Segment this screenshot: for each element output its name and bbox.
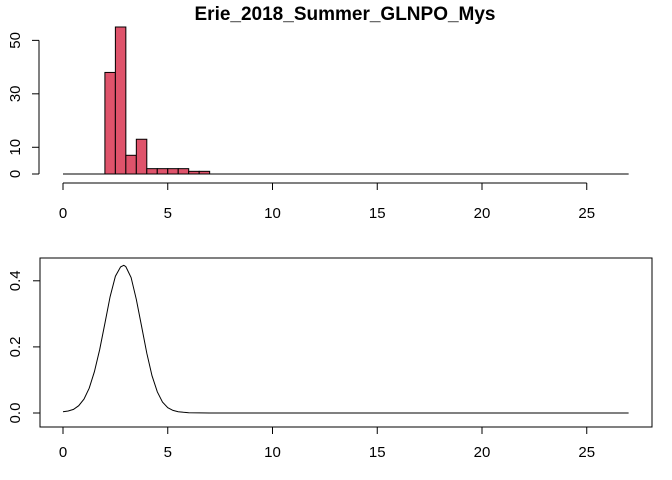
histogram-bar <box>104 71 116 175</box>
histogram-bar <box>198 170 211 175</box>
histogram-x-tick-label: 5 <box>164 205 172 222</box>
density-line <box>62 264 629 414</box>
histogram-bar <box>135 138 148 175</box>
density-panel: 0 5 10 15 20 25 0.0 0.2 0.4 <box>7 257 653 461</box>
histogram-y-tick-label: 10 <box>7 139 24 156</box>
histogram-panel: 0 5 10 15 20 25 0 10 30 50 <box>7 26 629 222</box>
histogram-x-tick-label: 20 <box>474 205 491 222</box>
histogram-y-tick-label: 50 <box>7 32 24 49</box>
histogram-x-tick-label: 10 <box>264 205 281 222</box>
histogram-bar <box>167 168 179 175</box>
histogram-x-tick-label: 15 <box>369 205 386 222</box>
histogram-bar <box>114 26 127 175</box>
density-x-tick-label: 15 <box>369 444 386 461</box>
histogram-y-tick-label: 30 <box>7 85 24 102</box>
histogram-bar <box>188 170 200 175</box>
histogram-bar <box>156 168 169 175</box>
histogram-bar <box>146 168 158 175</box>
histogram-bar <box>125 154 137 175</box>
histogram-bar <box>177 168 190 175</box>
density-x-tick-label: 10 <box>264 444 281 461</box>
density-y-tick-label: 0.0 <box>7 403 24 424</box>
density-x-tick-label: 20 <box>474 444 491 461</box>
histogram-y-tick-label: 0 <box>7 170 24 178</box>
chart-title: Erie_2018_Summer_GLNPO_Mys <box>195 4 496 25</box>
density-y-tick-label: 0.2 <box>7 336 24 357</box>
histogram-x-tick-label: 0 <box>59 205 67 222</box>
density-plot-box <box>39 257 653 428</box>
density-x-tick-label: 5 <box>164 444 172 461</box>
density-x-tick-label: 0 <box>59 444 67 461</box>
density-x-tick-label: 25 <box>578 444 595 461</box>
histogram-x-tick-label: 25 <box>578 205 595 222</box>
density-y-tick-label: 0.4 <box>7 270 24 291</box>
